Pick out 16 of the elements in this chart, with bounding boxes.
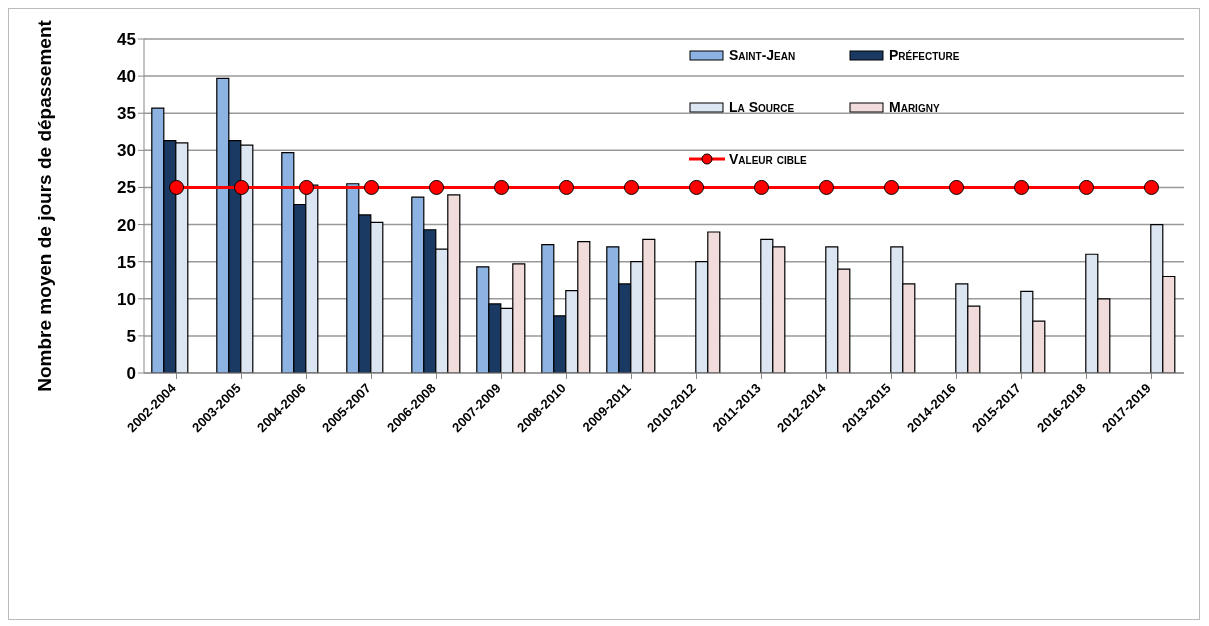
legend-label: Valeur cible xyxy=(729,151,807,167)
y-tick-label: 25 xyxy=(117,178,136,198)
y-tick-label: 45 xyxy=(117,30,136,50)
y-tick-label: 30 xyxy=(117,141,136,161)
y-tick-label: 20 xyxy=(117,215,136,235)
y-tick-label: 0 xyxy=(126,364,136,384)
legend-label: Saint-Jean xyxy=(729,47,796,63)
y-tick-label: 5 xyxy=(126,326,136,346)
legend-label: Marigny xyxy=(889,99,940,115)
y-axis-title: Nombre moyen de jours de dépassement xyxy=(33,19,55,392)
y-tick-label: 40 xyxy=(117,67,136,87)
y-tick-label: 15 xyxy=(117,252,136,272)
legend-label: La Source xyxy=(729,99,795,115)
y-tick-label: 10 xyxy=(117,289,136,309)
y-tick-label: 35 xyxy=(117,104,136,124)
legend-label: Préfecture xyxy=(889,47,960,63)
